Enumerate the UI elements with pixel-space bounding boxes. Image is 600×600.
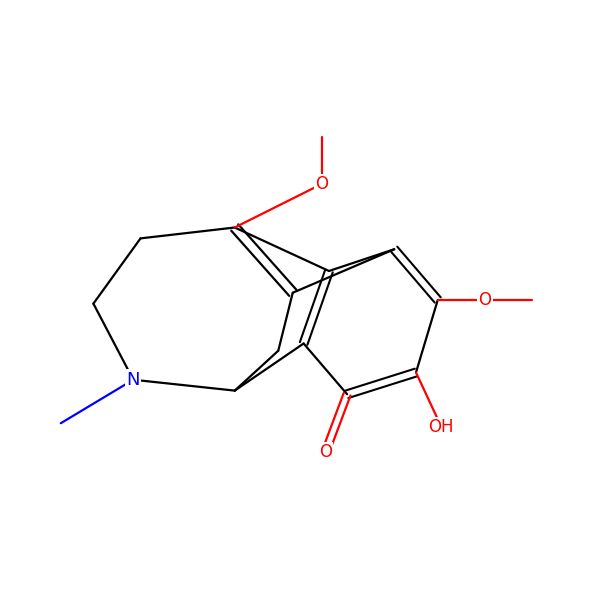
Text: O: O	[315, 175, 328, 193]
Text: O: O	[319, 443, 332, 461]
Text: OH: OH	[428, 418, 454, 436]
Text: O: O	[478, 291, 491, 309]
Text: N: N	[127, 371, 140, 389]
